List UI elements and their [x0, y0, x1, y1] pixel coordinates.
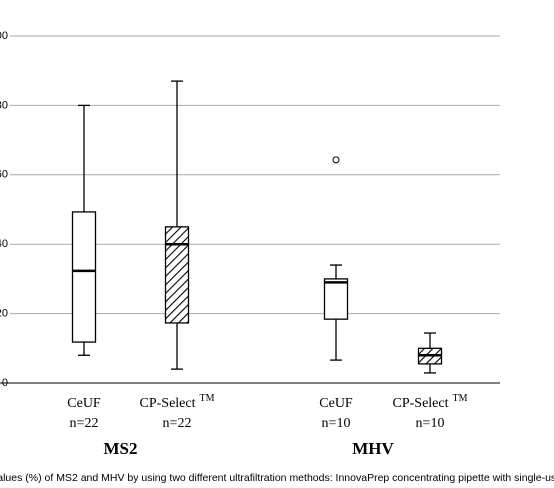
category-superscript: TM — [453, 393, 468, 404]
sample-size: n=22 — [70, 416, 99, 431]
x-tick-label: CP-Select TM — [393, 393, 468, 411]
category-superscript: TM — [200, 393, 215, 404]
y-tick-label: 60 — [0, 169, 8, 181]
y-tick-label: 20 — [0, 308, 8, 320]
outlier — [332, 156, 340, 164]
caption: values (%) of MS2 and MHV by using two d… — [0, 472, 554, 484]
box — [164, 226, 190, 324]
x-tick-label: CeUF — [319, 396, 353, 411]
sample-size: n=10 — [322, 416, 351, 431]
x-tick-label: CP-Select TM — [140, 393, 215, 411]
category-name: CP-Select — [140, 396, 196, 411]
category-name: CP-Select — [393, 396, 449, 411]
y-tick-label: 40 — [0, 238, 8, 250]
category-name: CeUF — [319, 396, 353, 411]
y-tick-label: 100 — [0, 30, 8, 42]
group-label: MS2 — [104, 439, 138, 458]
category-name: CeUF — [67, 396, 101, 411]
box — [323, 278, 349, 320]
y-tick-label: 80 — [0, 99, 8, 111]
sample-size: n=10 — [416, 416, 445, 431]
group-label: MHV — [352, 439, 394, 458]
sample-size: n=22 — [163, 416, 192, 431]
x-tick-label: CeUF — [67, 396, 101, 411]
box — [71, 211, 97, 343]
